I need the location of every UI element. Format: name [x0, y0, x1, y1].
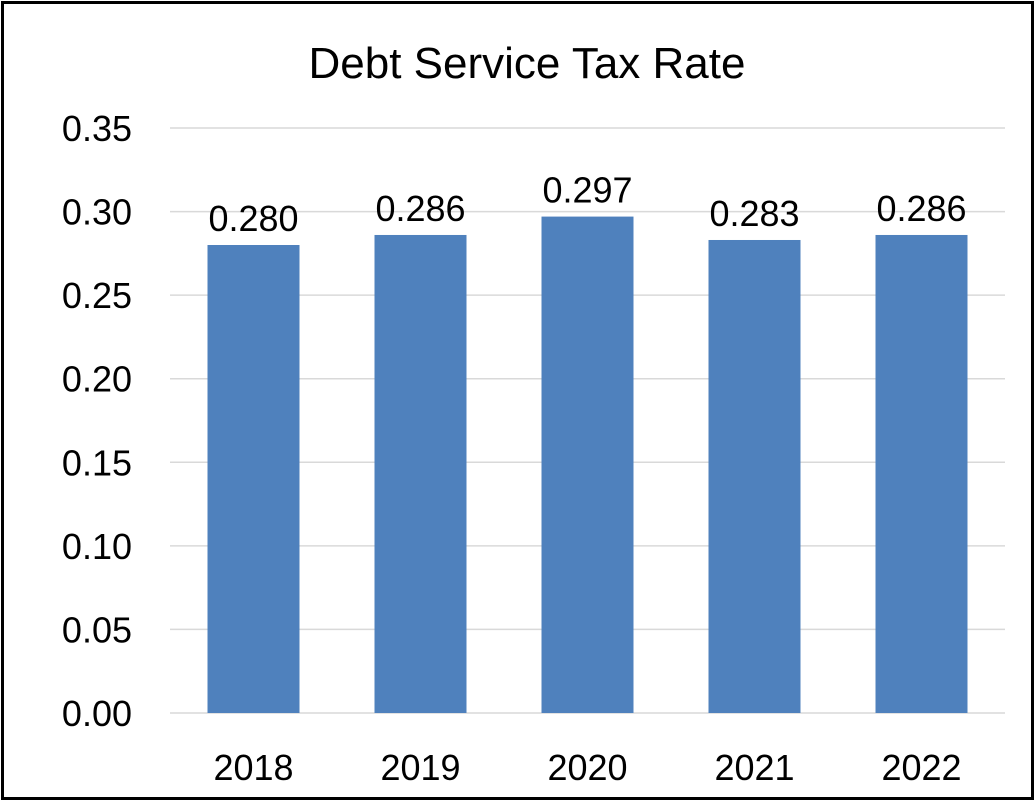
bar-2018 — [207, 245, 300, 713]
x-tick-label: 2022 — [881, 747, 961, 788]
y-tick-label: 0.25 — [62, 275, 132, 316]
y-tick-label: 0.00 — [62, 693, 132, 734]
x-tick-label: 2020 — [547, 747, 627, 788]
y-axis-ticks: 0.00 0.05 0.10 0.15 0.20 0.25 0.30 0.35 — [62, 108, 132, 734]
y-tick-label: 0.35 — [62, 108, 132, 149]
x-tick-label: 2021 — [714, 747, 794, 788]
y-tick-label: 0.10 — [62, 526, 132, 567]
data-label: 0.286 — [375, 188, 465, 229]
data-labels: 0.280 0.286 0.297 0.283 0.286 — [208, 170, 966, 239]
data-label: 0.280 — [208, 198, 298, 239]
y-tick-label: 0.15 — [62, 442, 132, 483]
bar-2021 — [708, 239, 801, 713]
y-tick-label: 0.20 — [62, 359, 132, 400]
chart-title: Debt Service Tax Rate — [309, 39, 746, 88]
bar-2019 — [374, 234, 467, 713]
x-tick-label: 2019 — [380, 747, 460, 788]
bars — [207, 216, 968, 714]
y-tick-label: 0.05 — [62, 609, 132, 650]
data-label: 0.286 — [876, 188, 966, 229]
data-label: 0.297 — [542, 170, 632, 211]
x-tick-label: 2018 — [213, 747, 293, 788]
bar-2020 — [541, 216, 634, 714]
data-label: 0.283 — [709, 193, 799, 234]
bar-2022 — [875, 234, 968, 713]
x-axis-ticks: 2018 2019 2020 2021 2022 — [213, 747, 961, 788]
y-tick-label: 0.30 — [62, 192, 132, 233]
